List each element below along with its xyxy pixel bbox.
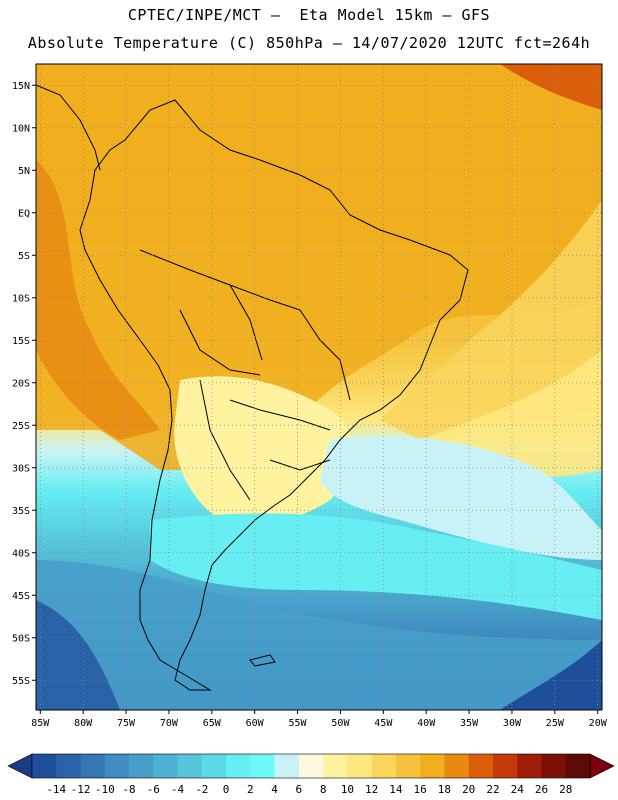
lat-label: 45S	[12, 591, 30, 602]
lon-label: 45W	[374, 718, 393, 729]
colorbar-label: -12	[71, 783, 91, 796]
colorbar-frame	[31, 753, 591, 779]
lon-label: 20W	[589, 718, 608, 729]
colorbar-label: 14	[389, 783, 403, 796]
lat-label: 35S	[12, 506, 30, 517]
colorbar-swatch	[468, 754, 494, 778]
lat-label: 25S	[12, 421, 30, 432]
country-borders	[139, 249, 351, 501]
colorbar-swatch	[444, 754, 469, 778]
colorbar-label: 18	[438, 783, 451, 796]
colorbar-label: 10	[341, 783, 354, 796]
lat-label: 10N	[12, 123, 30, 134]
lat-label: 5S	[18, 251, 30, 262]
longitude-axis: 85W 80W 75W 70W 65W 60W 55W 50W 45W 40W 35W 30W 25W 2…	[31, 710, 608, 729]
colorbar-swatch	[80, 754, 106, 778]
latitude-axis: 15N 10N 5N EQ 5S 10S 15S 20S 25S 30S 35S 40S 45S 50S 5…	[12, 81, 36, 687]
lat-label: EQ	[18, 208, 30, 219]
colorbar-swatch	[104, 754, 130, 778]
lat-label: 20S	[12, 378, 30, 389]
colorbar-label: 0	[223, 783, 230, 796]
lon-label: 50W	[331, 718, 350, 729]
lon-label: 80W	[74, 718, 93, 729]
colorbar: -14 -12 -10 -8 -6 -4 -2 0 2 4 6 8 10 12 14 16 18 20 22 24 26…	[7, 753, 615, 796]
colorbar-label: 26	[535, 783, 548, 796]
colorbar-swatch	[129, 754, 154, 778]
colorbar-label: 16	[414, 783, 427, 796]
colorbar-label: -2	[195, 783, 208, 796]
colorbar-swatch	[32, 754, 57, 778]
colorbar-swatch	[492, 754, 518, 778]
colorbar-label: 4	[271, 783, 278, 796]
title-line-1: CPTEC/INPE/MCT – Eta Model 15km – GFS	[127, 6, 491, 24]
colorbar-swatch	[517, 754, 542, 778]
lon-label: 25W	[546, 718, 565, 729]
lon-label: 65W	[203, 718, 222, 729]
colorbar-over-arrow	[589, 753, 615, 779]
lon-label: 85W	[31, 718, 50, 729]
colorbar-swatch	[250, 754, 275, 778]
lat-label: 5N	[18, 166, 30, 177]
lat-label: 55S	[12, 676, 30, 687]
colorbar-swatch	[56, 754, 81, 778]
lat-label: 10S	[12, 293, 30, 304]
lat-label: 15S	[12, 336, 30, 347]
colorbar-label: 12	[365, 783, 378, 796]
colorbar-label: 24	[511, 783, 525, 796]
lon-label: 70W	[160, 718, 179, 729]
colorbar-swatch	[323, 754, 348, 778]
colorbar-label: 2	[247, 783, 254, 796]
colorbar-label: -8	[122, 783, 135, 796]
lon-label: 35W	[460, 718, 479, 729]
lat-label: 40S	[12, 548, 30, 559]
central-america	[35, 84, 101, 171]
colorbar-label: 6	[296, 783, 303, 796]
lat-label: 30S	[12, 463, 30, 474]
lat-label: 50S	[12, 633, 30, 644]
colorbar-label: 28	[559, 783, 572, 796]
colorbar-swatch	[298, 754, 324, 778]
colorbar-swatch	[541, 754, 567, 778]
colorbar-swatch	[177, 754, 203, 778]
colorbar-swatch	[226, 754, 251, 778]
temperature-field	[36, 64, 602, 710]
colorbar-label: 8	[320, 783, 327, 796]
south-america-coastline	[79, 99, 469, 691]
coastlines	[35, 84, 469, 691]
lat-label: 15N	[12, 81, 30, 92]
colorbar-swatch	[153, 754, 178, 778]
colorbar-swatch	[420, 754, 445, 778]
map-frame	[35, 63, 603, 711]
colorbar-swatch	[347, 754, 372, 778]
colorbar-label: 22	[486, 783, 499, 796]
falklands	[249, 654, 276, 667]
lon-label: 75W	[117, 718, 136, 729]
colorbar-swatch	[565, 754, 591, 778]
colorbar-label: -6	[147, 783, 160, 796]
colorbar-swatch	[274, 754, 300, 778]
lon-label: 60W	[246, 718, 265, 729]
colorbar-swatch	[395, 754, 421, 778]
colorbar-under-arrow	[7, 753, 33, 779]
colorbar-label: -14	[46, 783, 66, 796]
colorbar-label: -4	[171, 783, 185, 796]
title-line-2: Absolute Temperature (C) 850hPa – 14/07/…	[27, 34, 591, 52]
colorbar-label: 20	[462, 783, 475, 796]
colorbar-swatch	[201, 754, 227, 778]
colorbar-label: -10	[95, 783, 115, 796]
lon-label: 40W	[417, 718, 436, 729]
colorbar-swatch	[371, 754, 397, 778]
lon-label: 55W	[289, 718, 308, 729]
lon-label: 30W	[503, 718, 522, 729]
